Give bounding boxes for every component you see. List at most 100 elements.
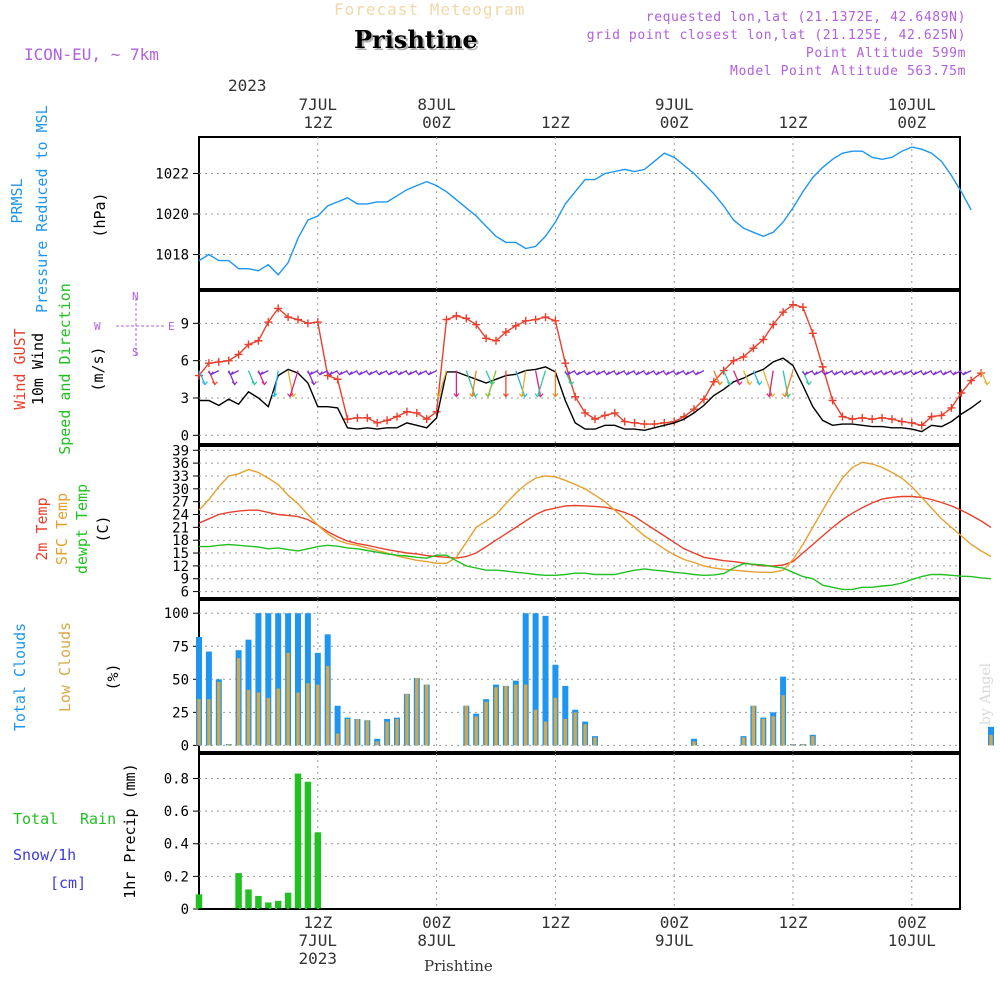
gust-marker bbox=[274, 304, 283, 313]
gust-marker bbox=[917, 421, 926, 430]
series-line-pressure-0 bbox=[198, 146, 972, 276]
y-tick-label-temperature: 36 bbox=[172, 456, 189, 472]
bar-clouds-low bbox=[761, 718, 765, 746]
compass-s: S bbox=[132, 346, 139, 359]
gust-marker bbox=[769, 320, 778, 329]
wind-arrow-head bbox=[257, 371, 264, 376]
bar-clouds-total bbox=[334, 705, 341, 746]
wind-arrow-head bbox=[366, 371, 373, 376]
wind-arrow-head bbox=[453, 393, 460, 398]
wind-arrow-head bbox=[534, 393, 541, 398]
bottom-axis-label: 2023 bbox=[299, 949, 338, 968]
wind-direction-arrow bbox=[742, 370, 751, 385]
y-tick-label-precip: 0.2 bbox=[164, 869, 189, 885]
gust-marker bbox=[798, 303, 807, 312]
gust-marker bbox=[888, 415, 896, 424]
top-axis-hour: 00Z bbox=[422, 113, 451, 132]
bar-clouds-low bbox=[415, 677, 419, 746]
wind-direction-arrow bbox=[536, 370, 547, 397]
wind-direction-arrow bbox=[289, 370, 299, 397]
gust-marker bbox=[699, 395, 708, 404]
wind-arrow-head bbox=[716, 381, 723, 386]
bar-clouds-low bbox=[474, 716, 478, 746]
gust-marker bbox=[947, 403, 956, 412]
y-tick-label-precip: 0.8 bbox=[164, 771, 189, 787]
gust-marker bbox=[739, 352, 748, 361]
wind-arrow-head bbox=[306, 371, 313, 376]
bar-clouds-low bbox=[197, 699, 201, 746]
y-tick-label-temperature: 33 bbox=[172, 469, 189, 485]
bar-clouds-low bbox=[385, 721, 389, 746]
top-axis-date: 10JUL bbox=[888, 95, 936, 114]
wind-arrow-head bbox=[746, 381, 753, 386]
top-axis-hour: 12Z bbox=[541, 113, 570, 132]
wind-arrow-head bbox=[287, 393, 293, 398]
wind-arrow-head bbox=[207, 371, 214, 376]
wind-arrow-head bbox=[950, 371, 957, 376]
bar-clouds-low bbox=[335, 733, 340, 746]
wind-arrow-head bbox=[425, 371, 432, 376]
wind-arrow-head bbox=[261, 381, 268, 386]
gust-marker bbox=[907, 418, 916, 427]
wind-arrow-head bbox=[564, 371, 571, 376]
series-line-temperature-1 bbox=[198, 461, 992, 573]
wind-arrow-head bbox=[336, 371, 343, 376]
compass-cross-icon bbox=[116, 298, 166, 356]
gust-marker bbox=[432, 407, 441, 416]
wind-arrow-head bbox=[310, 381, 317, 386]
bottom-axis-label: 12Z bbox=[303, 913, 332, 932]
wind-direction-arrow bbox=[487, 370, 497, 397]
gust-marker bbox=[977, 369, 986, 378]
wind-arrow-head bbox=[984, 381, 991, 386]
gust-marker bbox=[878, 413, 887, 422]
gust-marker bbox=[749, 344, 758, 353]
y-tick-label-clouds: 100 bbox=[164, 606, 189, 622]
bar-clouds-total bbox=[532, 613, 539, 746]
precip-label-total: Total bbox=[13, 810, 59, 828]
y-tick-label-temperature: 27 bbox=[172, 495, 189, 511]
y-tick-label-wind: 9 bbox=[181, 316, 189, 332]
bar-precip-total bbox=[235, 873, 242, 909]
top-axis-hour: 12Z bbox=[779, 113, 808, 132]
bar-clouds-low bbox=[524, 684, 528, 746]
wind-arrow-head bbox=[316, 371, 323, 376]
bar-clouds-total bbox=[295, 613, 301, 746]
wind-arrow-head bbox=[405, 371, 412, 376]
bar-clouds-low bbox=[751, 705, 756, 746]
gust-marker bbox=[808, 329, 817, 338]
bar-clouds-low bbox=[771, 716, 775, 746]
y-tick-label-temperature: 21 bbox=[172, 520, 189, 536]
gust-marker bbox=[541, 313, 550, 322]
wind-arrow-head bbox=[518, 393, 525, 398]
wind-direction-arrow bbox=[752, 370, 760, 385]
panel-frame-wind bbox=[198, 290, 961, 445]
compass-w: W bbox=[94, 320, 101, 333]
series-line-wind-1 bbox=[199, 357, 982, 433]
wind-arrow-head bbox=[356, 371, 363, 376]
y-tick-label-temperature: 18 bbox=[172, 533, 189, 549]
gust-marker bbox=[363, 413, 372, 422]
wind-arrow-head bbox=[386, 371, 392, 376]
y-tick-label-pressure: 1020 bbox=[155, 207, 189, 223]
gust-marker bbox=[412, 408, 421, 417]
gust-marker bbox=[393, 412, 401, 421]
gust-marker bbox=[729, 356, 738, 365]
gust-marker bbox=[472, 320, 481, 329]
wind-arrow-head bbox=[841, 371, 848, 376]
gust-marker bbox=[531, 315, 540, 324]
bar-clouds-low bbox=[395, 718, 399, 746]
wind-arrow-head bbox=[663, 371, 670, 376]
precip-label-cm: [cm] bbox=[50, 874, 87, 892]
gust-marker bbox=[927, 412, 936, 421]
wind-direction-arrow bbox=[515, 370, 526, 397]
bar-clouds-low bbox=[563, 718, 567, 746]
model-point-altitude: Model Point Altitude 563.75m bbox=[730, 64, 966, 79]
bar-clouds-low bbox=[692, 741, 696, 746]
panel-frame-pressure bbox=[198, 136, 961, 290]
wind-arrow-head bbox=[346, 371, 353, 376]
top-axis-hour: 00Z bbox=[660, 113, 689, 132]
gust-marker bbox=[897, 417, 906, 426]
y-tick-label-wind: 0 bbox=[181, 428, 189, 444]
bar-clouds-low bbox=[266, 697, 270, 746]
gust-marker bbox=[254, 336, 263, 345]
